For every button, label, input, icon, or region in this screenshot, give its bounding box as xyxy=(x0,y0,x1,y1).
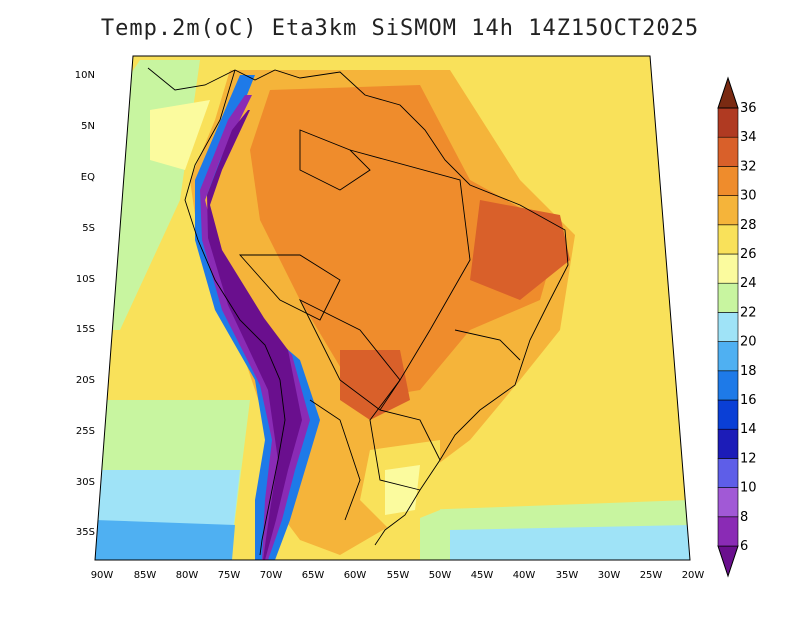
colorbar-label: 6 xyxy=(740,539,748,554)
colorbar-label: 16 xyxy=(740,393,757,408)
lat-tick-label: 5N xyxy=(81,121,95,132)
colorbar-segment xyxy=(717,341,739,372)
lat-tick-label: 10S xyxy=(76,274,95,285)
colorbar-segment xyxy=(717,195,739,226)
lon-tick-label: 60W xyxy=(344,570,367,581)
lon-tick-label: 65W xyxy=(302,570,325,581)
lat-tick-label: 30S xyxy=(76,477,95,488)
colorbar-max-arrow xyxy=(717,76,739,109)
lon-tick-label: 90W xyxy=(91,570,114,581)
colorbar-segment xyxy=(717,399,739,430)
colorbar-segment xyxy=(717,428,739,459)
lat-tick-label: EQ xyxy=(81,172,95,183)
colorbar-label: 22 xyxy=(740,305,757,320)
colorbar-segment xyxy=(717,487,739,518)
colorbar-segment xyxy=(717,224,739,255)
colorbar-label: 10 xyxy=(740,481,757,496)
lon-tick-label: 25W xyxy=(640,570,663,581)
lon-tick-label: 80W xyxy=(176,570,199,581)
lat-tick-label: 25S xyxy=(76,426,95,437)
lon-tick-label: 20W xyxy=(682,570,705,581)
colorbar-segment xyxy=(717,370,739,401)
lat-tick-label: 10N xyxy=(75,70,95,81)
lon-tick-label: 50W xyxy=(429,570,452,581)
colorbar-segment xyxy=(717,312,739,342)
colorbar-segment xyxy=(717,282,739,313)
colorbar-segment xyxy=(717,136,739,167)
colorbar-label: 34 xyxy=(740,130,757,145)
colorbar-segment xyxy=(717,253,739,284)
lon-tick-label: 40W xyxy=(513,570,536,581)
lon-tick-label: 55W xyxy=(387,570,410,581)
colorbar-label: 20 xyxy=(740,335,757,350)
colorbar-label: 32 xyxy=(740,159,757,174)
lon-tick-label: 75W xyxy=(218,570,241,581)
lat-tick-label: 5S xyxy=(82,223,95,234)
colorbar-label: 18 xyxy=(740,364,757,379)
colorbar-segment xyxy=(717,107,739,138)
lat-axis: 10N 5N EQ 5S 10S 15S 20S 25S 30S 35S xyxy=(75,70,95,538)
lon-tick-label: 35W xyxy=(556,570,579,581)
colorbar-label: 14 xyxy=(740,422,757,437)
colorbar-label: 30 xyxy=(740,189,757,204)
lon-axis: 90W 85W 80W 75W 70W 65W 60W 55W 50W 45W … xyxy=(91,570,705,581)
lat-tick-label: 20S xyxy=(76,375,95,386)
lon-tick-label: 30W xyxy=(598,570,621,581)
temperature-field xyxy=(95,56,690,560)
colorbar-label: 12 xyxy=(740,451,757,466)
lon-tick-label: 45W xyxy=(471,570,494,581)
country-borders xyxy=(147,67,569,556)
colorbar-segment xyxy=(717,166,739,196)
colorbar-segment xyxy=(717,458,739,488)
colorbar-segment xyxy=(717,516,739,547)
colorbar-label: 26 xyxy=(740,247,757,262)
colorbar-label: 28 xyxy=(740,218,757,233)
colorbar-min-arrow xyxy=(717,545,739,578)
map-title: Temp.2m(oC) Eta3km SiSMOM 14h 14Z15OCT20… xyxy=(100,16,700,41)
colorbar-label: 36 xyxy=(740,101,757,116)
lon-tick-label: 85W xyxy=(134,570,157,581)
map-frame xyxy=(94,55,691,561)
colorbar-label: 24 xyxy=(740,276,757,291)
lon-tick-label: 70W xyxy=(260,570,283,581)
lat-tick-label: 35S xyxy=(76,527,95,538)
colorbar: 6 8 10 12 14 16 18 20 22 24 26 28 30 32 34 36 xyxy=(717,76,757,578)
lat-tick-label: 15S xyxy=(76,324,95,335)
colorbar-label: 8 xyxy=(740,510,748,525)
